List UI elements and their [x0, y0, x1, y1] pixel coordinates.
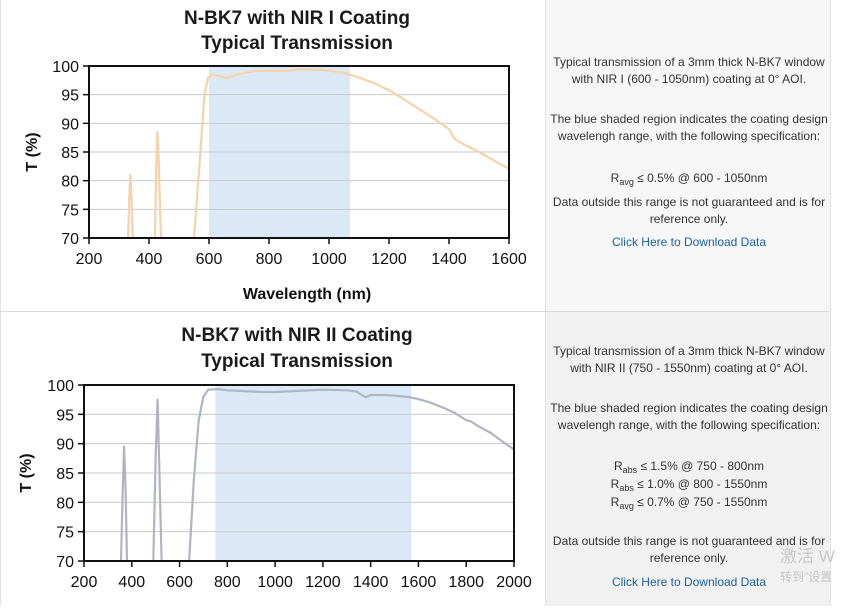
chart-panel-nir2: N-BK7 with NIR II Coating Typical Transmi… [0, 312, 545, 606]
plot-frame [88, 65, 510, 239]
y-axis-label: T (%) [24, 132, 41, 171]
description-text: Typical transmission of a 3mm thick N-BK… [553, 344, 825, 375]
y-tick-label: 80 [61, 174, 79, 191]
chart-row-nir1: N-BK7 with NIR I Coating Typical Transmis… [0, 0, 831, 312]
chart-subtitle: Typical Transmission [201, 351, 393, 372]
x-tick-label: 400 [136, 251, 163, 268]
y-tick-label: 85 [56, 466, 74, 483]
spec-line: Ravg ≤ 0.5% @ 600 - 1050nm [610, 171, 768, 187]
series-line [119, 445, 129, 562]
info-description: Typical transmission of a 3mm thick N-BK… [546, 54, 832, 88]
download-data-link[interactable]: Click Here to Download Data [611, 235, 767, 249]
y-tick-label: 85 [61, 145, 79, 162]
shaded-note: The blue shaded region indicates the coa… [546, 111, 832, 145]
x-tick-label: 1600 [401, 574, 437, 591]
y-tick-label: 90 [56, 437, 74, 454]
description-text: Typical transmission of a 3mm thick N-BK… [553, 55, 825, 86]
disclaimer-text: Data outside this range is not guarantee… [552, 534, 826, 565]
download-link-wrap: Click Here to Download Data [546, 234, 832, 251]
row-divider [0, 311, 831, 312]
x-tick-label: 800 [214, 574, 241, 591]
chart-title: N-BK7 with NIR II Coating [181, 325, 412, 346]
y-tick-label: 100 [52, 59, 79, 76]
x-tick-label: 1200 [305, 574, 341, 591]
series-line [192, 68, 510, 239]
x-tick-label: 600 [196, 251, 223, 268]
chart-nir1: N-BK7 with NIR I Coating Typical Transmis… [24, 8, 527, 303]
spec-line: Rabs ≤ 1.0% @ 800 - 1550nm [610, 477, 768, 493]
y-tick-label: 70 [61, 231, 79, 248]
y-tick-label: 95 [56, 407, 74, 424]
y-tick-label: 100 [47, 378, 74, 395]
chart-nir2: N-BK7 with NIR II Coating Typical Transmi… [18, 325, 532, 591]
download-link-wrap: Click Here to Download Data [546, 574, 832, 591]
y-tick-label: 90 [61, 116, 79, 133]
x-tick-label: 200 [76, 251, 103, 268]
series-line [188, 387, 515, 562]
y-axis-label: T (%) [18, 453, 35, 492]
plot-frame [83, 384, 515, 562]
disclaimer: Data outside this range is not guarantee… [546, 533, 832, 567]
info-description: Typical transmission of a 3mm thick N-BK… [546, 343, 832, 377]
spec-line: Rabs ≤ 1.5% @ 750 - 800nm [613, 459, 765, 475]
chart-subtitle: Typical Transmission [201, 33, 393, 54]
y-tick-label: 95 [61, 88, 79, 105]
y-tick-label: 75 [56, 525, 74, 542]
shaded-note: The blue shaded region indicates the coa… [546, 400, 832, 434]
chart-title: N-BK7 with NIR I Coating [184, 8, 410, 29]
watermark-subtext: 转到"设置 [780, 570, 833, 584]
download-data-link[interactable]: Click Here to Download Data [611, 575, 767, 589]
disclaimer: Data outside this range is not guarantee… [546, 194, 832, 228]
x-tick-label: 1600 [491, 251, 527, 268]
disclaimer-text: Data outside this range is not guarantee… [552, 195, 826, 226]
x-tick-label: 800 [256, 251, 283, 268]
info-panel-nir2: Typical transmission of a 3mm thick N-BK… [545, 312, 831, 606]
info-panel-nir1: Typical transmission of a 3mm thick N-BK… [545, 0, 831, 312]
spec-line: Ravg ≤ 0.7% @ 750 - 1550nm [610, 495, 768, 511]
x-tick-label: 1200 [371, 251, 407, 268]
spec-list: Ravg ≤ 0.5% @ 600 - 1050nm [546, 170, 832, 188]
chart-row-nir2: N-BK7 with NIR II Coating Typical Transmi… [0, 312, 843, 606]
x-tick-label: 1000 [257, 574, 293, 591]
chart-panel-nir1: N-BK7 with NIR I Coating Typical Transmis… [0, 0, 545, 312]
x-tick-label: 2000 [496, 574, 532, 591]
x-tick-label: 1400 [431, 251, 467, 268]
series-line [152, 398, 163, 562]
y-tick-label: 80 [56, 495, 74, 512]
y-tick-label: 75 [61, 202, 79, 219]
x-tick-label: 200 [71, 574, 98, 591]
x-tick-label: 1400 [353, 574, 389, 591]
x-axis-label: Wavelength (nm) [243, 286, 371, 303]
y-tick-label: 70 [56, 554, 74, 571]
shaded-note-text: The blue shaded region indicates the coa… [550, 401, 828, 432]
series-line [153, 130, 163, 239]
series-line [126, 173, 134, 239]
shaded-note-text: The blue shaded region indicates the coa… [550, 112, 828, 143]
x-tick-label: 1800 [448, 574, 484, 591]
x-tick-label: 400 [118, 574, 145, 591]
watermark-text: 激活 W [780, 547, 835, 566]
x-tick-label: 1000 [311, 251, 347, 268]
spec-list: Rabs ≤ 1.5% @ 750 - 800nm Rabs ≤ 1.0% @ … [546, 458, 832, 512]
x-tick-label: 600 [166, 574, 193, 591]
